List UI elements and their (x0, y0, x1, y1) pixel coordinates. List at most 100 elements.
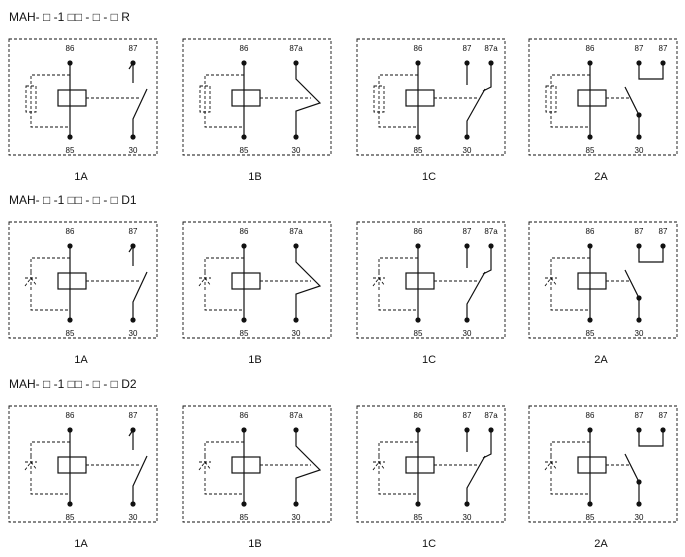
pin-label: 86 (66, 411, 75, 420)
diagram-border (8, 405, 158, 523)
diagram-border (528, 38, 678, 156)
wire (638, 246, 664, 263)
coil (231, 89, 261, 107)
coil (405, 272, 435, 290)
resistor (25, 85, 37, 113)
diagram-border (182, 38, 332, 156)
pin-label: 85 (586, 329, 595, 338)
pin-label: 87 (129, 227, 138, 236)
resistor (373, 85, 385, 113)
wire (128, 429, 134, 437)
pin-label: 30 (635, 146, 644, 155)
diagram-caption: 1A (74, 354, 88, 366)
dashed-wire (204, 74, 244, 128)
section-title: MAH- □ -1 □□ - □ - □ D2 (9, 377, 137, 391)
pin-label: 86 (586, 44, 595, 53)
diagram-caption: 2A (594, 171, 608, 183)
wire (132, 455, 148, 504)
diagram-caption: 1C (422, 538, 436, 550)
wire (624, 86, 640, 137)
wire (466, 455, 486, 504)
coil (405, 89, 435, 107)
diagram-caption: 1A (74, 171, 88, 183)
pin-label: 87 (129, 44, 138, 53)
resistor (199, 85, 211, 113)
pin-label: 87a (484, 411, 498, 420)
section-title: MAH- □ -1 □□ - □ - □ R (9, 10, 130, 24)
pin-label: 86 (414, 44, 423, 53)
section-title: MAH- □ -1 □□ - □ - □ D1 (9, 193, 137, 207)
diagram-border (356, 221, 506, 339)
dashed-wire (550, 74, 590, 128)
pin-label: 87 (635, 411, 644, 420)
diagram-border (182, 405, 332, 523)
pin-label: 30 (292, 329, 301, 338)
pin-label: 30 (635, 513, 644, 522)
wire (132, 271, 148, 320)
wire (128, 245, 134, 253)
pin-label: 85 (414, 146, 423, 155)
coil (57, 89, 87, 107)
coil (57, 456, 87, 474)
pin-label: 87 (659, 411, 668, 420)
pin-label: 86 (414, 227, 423, 236)
wire (638, 63, 664, 80)
wire (132, 88, 148, 137)
pin-label: 30 (463, 329, 472, 338)
pin-label: 87a (484, 227, 498, 236)
diagram-border (356, 405, 506, 523)
pin-label: 30 (292, 513, 301, 522)
pin-label: 85 (586, 513, 595, 522)
pin-label: 86 (240, 411, 249, 420)
pin-label: 87a (289, 227, 303, 236)
pin-label: 85 (66, 329, 75, 338)
pin-label: 86 (240, 44, 249, 53)
pin-label: 87a (484, 44, 498, 53)
diagram-border (528, 221, 678, 339)
resistor (545, 85, 557, 113)
pin-label: 85 (66, 146, 75, 155)
diagram-border (8, 221, 158, 339)
coil (577, 89, 607, 107)
diagram-border (182, 221, 332, 339)
diagram-caption: 2A (594, 538, 608, 550)
wire (466, 88, 486, 137)
diagram-caption: 1B (248, 538, 261, 550)
pin-label: 86 (66, 44, 75, 53)
coil (231, 456, 261, 474)
terminal (293, 134, 299, 140)
pin-label: 30 (129, 329, 138, 338)
wire (638, 430, 664, 447)
pin-label: 85 (414, 513, 423, 522)
pin-label: 30 (129, 146, 138, 155)
wire (624, 269, 640, 320)
pin-label: 87 (635, 227, 644, 236)
diagram-caption: 2A (594, 354, 608, 366)
pin-label: 86 (586, 411, 595, 420)
pin-label: 87 (659, 227, 668, 236)
diagram-border (356, 38, 506, 156)
pin-label: 87 (635, 44, 644, 53)
coil (577, 272, 607, 290)
pin-label: 87 (659, 44, 668, 53)
pin-label: 85 (240, 146, 249, 155)
coil (577, 456, 607, 474)
diagram-border (8, 38, 158, 156)
pin-label: 87 (463, 411, 472, 420)
pin-label: 87 (463, 227, 472, 236)
diagram-caption: 1C (422, 354, 436, 366)
pin-label: 30 (635, 329, 644, 338)
wire (295, 430, 322, 504)
diagram-caption: 1C (422, 171, 436, 183)
pin-label: 85 (586, 146, 595, 155)
wire (295, 63, 322, 137)
pin-label: 85 (240, 329, 249, 338)
pin-label: 86 (414, 411, 423, 420)
diagram-caption: 1B (248, 171, 261, 183)
wire (482, 246, 492, 275)
dashed-wire (30, 74, 70, 128)
dashed-wire (378, 74, 418, 128)
diagram-border (528, 405, 678, 523)
pin-label: 87 (129, 411, 138, 420)
wire (128, 62, 134, 70)
